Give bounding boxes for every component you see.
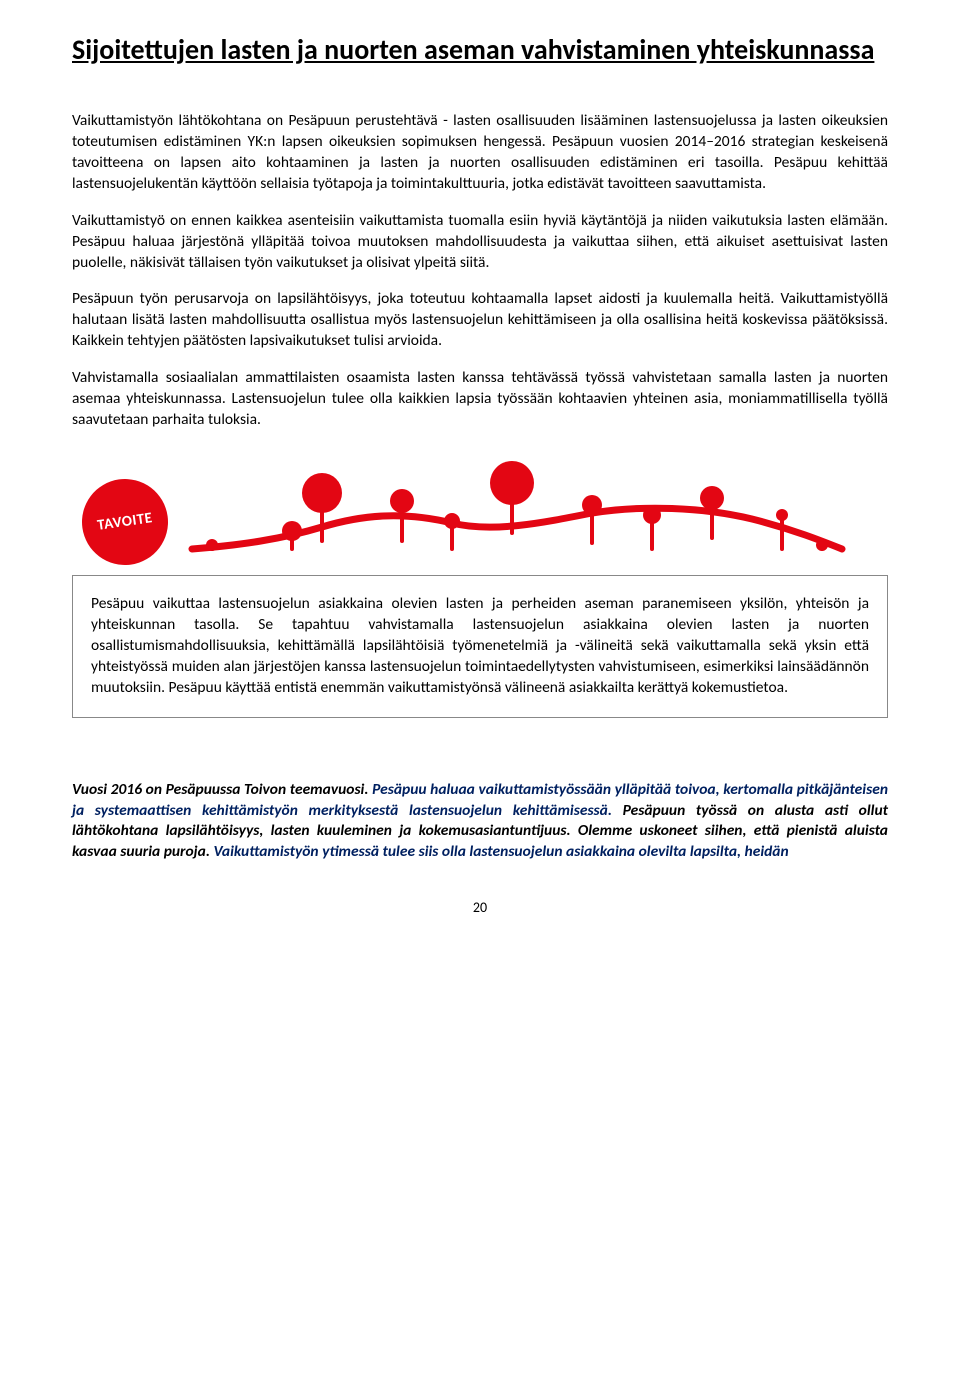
page-title: Sijoitettujen lasten ja nuorten aseman v… [72,32,888,67]
year-seg3: Vaikuttamistyön ytimessä tulee siis olla… [210,842,789,861]
page-number: 20 [72,899,888,918]
tavoite-badge-label: TAVOITE [96,508,154,536]
year-lead: Vuosi 2016 on Pesäpuussa Toivon teemavuo… [72,780,369,799]
tavoite-graphic: TAVOITE [72,453,888,563]
info-box-text: Pesäpuu vaikuttaa lastensuojelun asiakka… [91,594,869,697]
info-box: Pesäpuu vaikuttaa lastensuojelun asiakka… [72,575,888,718]
paragraph-3: Pesäpuun työn perusarvoja on lapsilähtöi… [72,289,888,352]
tavoite-badge: TAVOITE [76,473,173,570]
branch-illustration [182,453,862,563]
paragraph-4: Vahvistamalla sosiaalialan ammattilaiste… [72,368,888,431]
paragraph-2: Vaikuttamistyö on ennen kaikkea asenteis… [72,211,888,274]
year-theme-paragraph: Vuosi 2016 on Pesäpuussa Toivon teemavuo… [72,780,888,864]
paragraph-1: Vaikuttamistyön lähtökohtana on Pesäpuun… [72,111,888,195]
